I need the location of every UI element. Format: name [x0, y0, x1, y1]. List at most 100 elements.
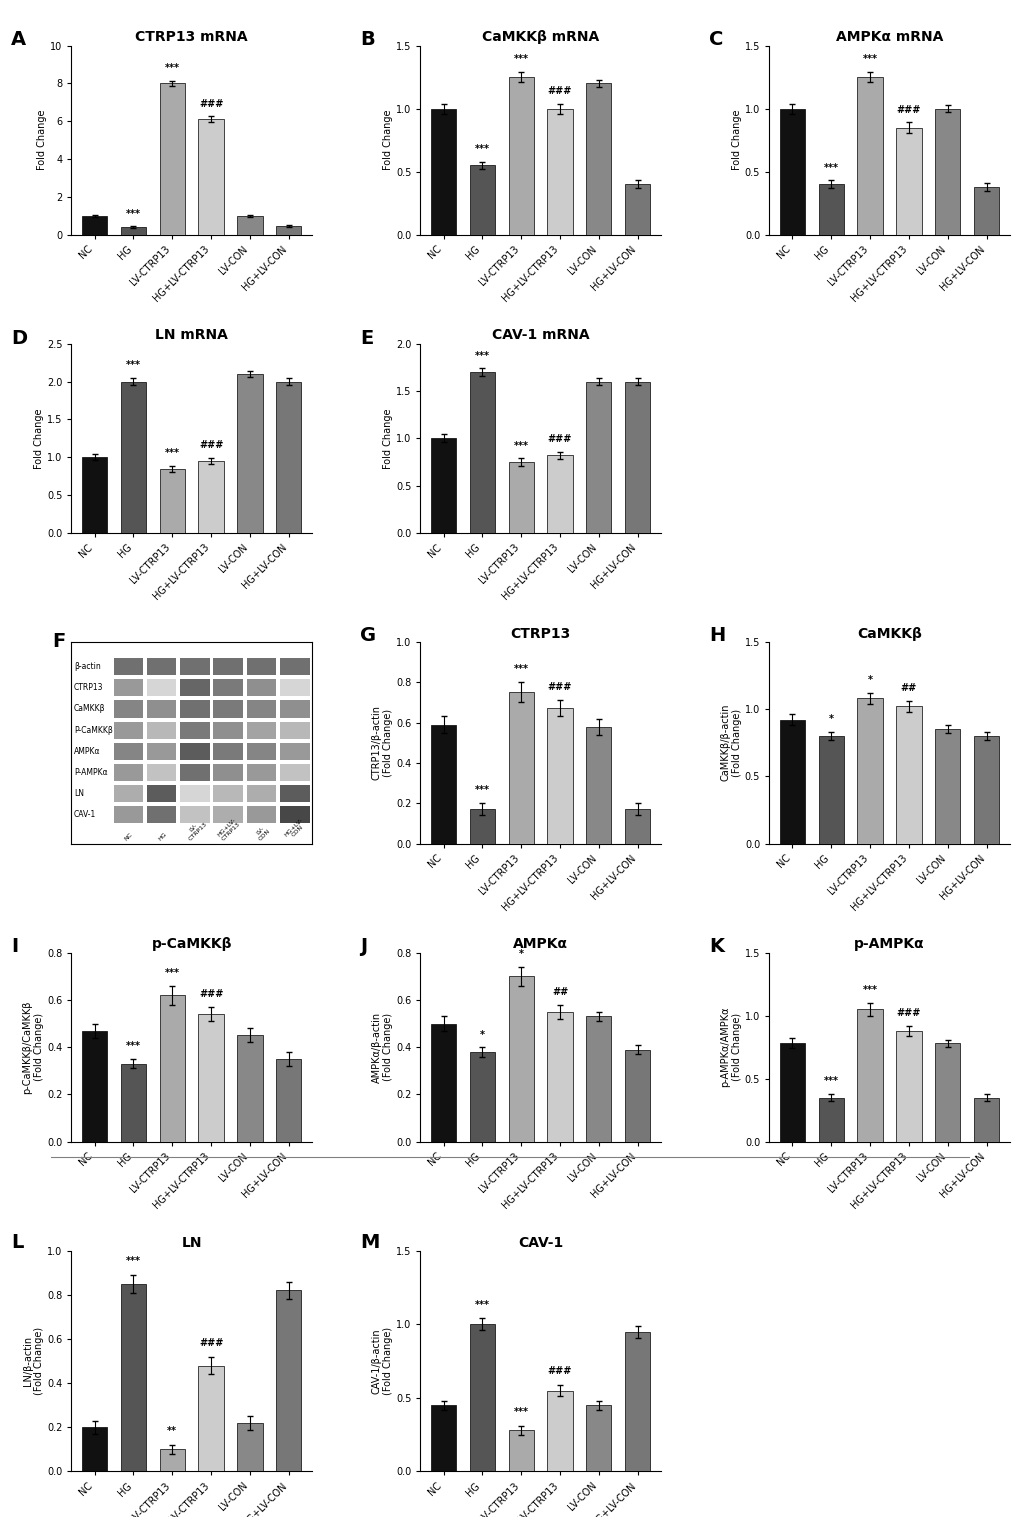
- Y-axis label: Fold Change: Fold Change: [34, 408, 44, 469]
- Text: ***: ***: [514, 1408, 528, 1417]
- Bar: [276, 1059, 301, 1142]
- Bar: [82, 1427, 107, 1471]
- Bar: [279, 765, 310, 781]
- Bar: [160, 995, 184, 1142]
- Bar: [247, 743, 276, 760]
- Bar: [213, 807, 243, 824]
- Text: ***: ***: [126, 360, 141, 370]
- Bar: [121, 1063, 146, 1142]
- Title: p-AMPKα: p-AMPKα: [853, 938, 924, 951]
- Text: C: C: [708, 30, 722, 50]
- Bar: [780, 109, 804, 235]
- Bar: [857, 77, 881, 235]
- Bar: [247, 722, 276, 739]
- Bar: [508, 977, 533, 1142]
- Bar: [547, 1012, 572, 1142]
- Bar: [431, 109, 455, 235]
- Text: HG: HG: [157, 831, 167, 842]
- Bar: [780, 721, 804, 843]
- Bar: [547, 109, 572, 235]
- Text: LV-
CON: LV- CON: [253, 824, 271, 842]
- Bar: [247, 765, 276, 781]
- Bar: [431, 725, 455, 843]
- Text: ##: ##: [551, 988, 568, 997]
- Bar: [147, 765, 176, 781]
- Bar: [247, 786, 276, 802]
- Bar: [113, 807, 143, 824]
- Text: ***: ***: [823, 1076, 838, 1086]
- Title: CTRP13 mRNA: CTRP13 mRNA: [136, 30, 248, 44]
- Bar: [586, 381, 610, 532]
- Title: LN: LN: [181, 1235, 202, 1250]
- Bar: [121, 381, 146, 532]
- Bar: [470, 810, 494, 843]
- Bar: [247, 701, 276, 718]
- Title: LN mRNA: LN mRNA: [155, 329, 228, 343]
- Bar: [82, 215, 107, 235]
- Y-axis label: p-CaMKKβ/CaMKKβ
(Fold Change): p-CaMKKβ/CaMKKβ (Fold Change): [22, 1000, 44, 1094]
- Bar: [237, 215, 262, 235]
- Bar: [199, 1365, 223, 1471]
- Text: HG+LV-
CTRP13: HG+LV- CTRP13: [216, 818, 240, 842]
- Text: A: A: [11, 30, 26, 50]
- Bar: [625, 184, 649, 235]
- Bar: [180, 658, 210, 675]
- Bar: [934, 730, 959, 843]
- Text: F: F: [52, 631, 65, 651]
- Bar: [121, 228, 146, 235]
- Bar: [113, 658, 143, 675]
- Y-axis label: CaMKKβ/β-actin
(Fold Change): CaMKKβ/β-actin (Fold Change): [719, 704, 741, 781]
- Bar: [147, 743, 176, 760]
- Bar: [113, 765, 143, 781]
- Text: ***: ***: [475, 786, 489, 795]
- Bar: [431, 438, 455, 532]
- Bar: [625, 1332, 649, 1471]
- Title: CAV-1: CAV-1: [518, 1235, 562, 1250]
- Text: E: E: [360, 329, 373, 347]
- Bar: [180, 765, 210, 781]
- Bar: [82, 457, 107, 532]
- Bar: [147, 786, 176, 802]
- Text: P-AMPKα: P-AMPKα: [73, 768, 107, 777]
- Text: P-CaMKKβ: P-CaMKKβ: [73, 725, 112, 734]
- Bar: [508, 77, 533, 235]
- Y-axis label: CAV-1/β-actin
(Fold Change): CAV-1/β-actin (Fold Change): [371, 1327, 392, 1396]
- Text: ###: ###: [896, 1009, 920, 1018]
- Text: ***: ***: [126, 1256, 141, 1267]
- Text: ***: ***: [165, 448, 179, 458]
- Bar: [180, 680, 210, 696]
- Text: D: D: [11, 329, 28, 347]
- Bar: [213, 722, 243, 739]
- Bar: [237, 1036, 262, 1142]
- Bar: [247, 680, 276, 696]
- Bar: [625, 1050, 649, 1142]
- Text: LV-
CTRP13: LV- CTRP13: [183, 818, 208, 842]
- Text: β-actin: β-actin: [73, 661, 101, 671]
- Bar: [247, 807, 276, 824]
- Bar: [180, 722, 210, 739]
- Text: ###: ###: [199, 99, 223, 109]
- Bar: [470, 372, 494, 532]
- Bar: [508, 692, 533, 843]
- Bar: [237, 373, 262, 532]
- Text: ***: ***: [475, 1300, 489, 1309]
- Bar: [279, 658, 310, 675]
- Bar: [625, 810, 649, 843]
- Text: ***: ***: [862, 55, 876, 64]
- Text: ***: ***: [862, 986, 876, 995]
- Bar: [180, 701, 210, 718]
- Bar: [213, 786, 243, 802]
- Text: ###: ###: [896, 105, 920, 115]
- Bar: [147, 680, 176, 696]
- Bar: [199, 461, 223, 532]
- Bar: [147, 722, 176, 739]
- Text: ###: ###: [547, 683, 572, 692]
- Bar: [547, 708, 572, 843]
- Bar: [586, 1016, 610, 1142]
- Bar: [180, 786, 210, 802]
- Bar: [213, 658, 243, 675]
- Bar: [276, 1291, 301, 1471]
- Text: ***: ***: [514, 55, 528, 64]
- Bar: [247, 658, 276, 675]
- Bar: [973, 187, 999, 235]
